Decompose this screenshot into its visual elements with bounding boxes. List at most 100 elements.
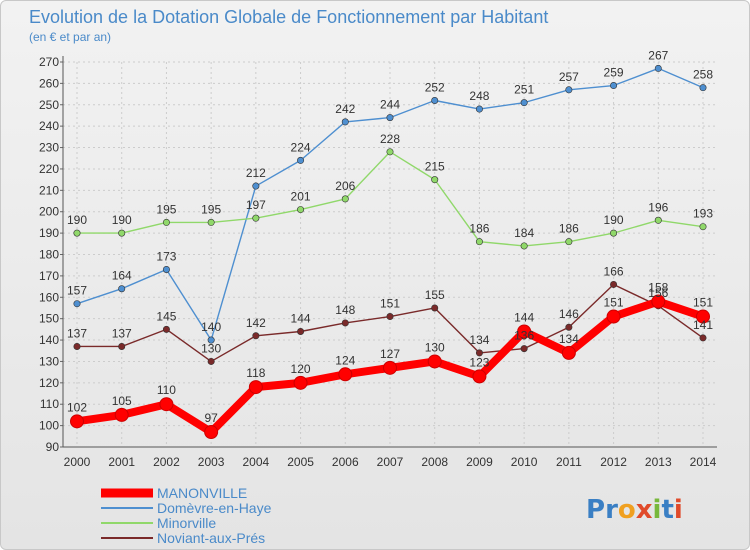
- data-label: 151: [380, 297, 400, 311]
- data-point: [475, 349, 483, 357]
- x-tick-label: 2008: [421, 455, 448, 469]
- data-point: [252, 214, 260, 222]
- y-tick-label: 270: [39, 55, 59, 69]
- data-label: 137: [112, 326, 132, 340]
- data-label: 146: [559, 307, 579, 321]
- data-point: [118, 342, 126, 350]
- data-point: [561, 345, 576, 360]
- data-point: [565, 86, 573, 94]
- data-label: 151: [604, 296, 624, 310]
- data-label: 155: [425, 288, 445, 302]
- x-tick-label: 2014: [690, 455, 717, 469]
- data-point: [73, 300, 81, 308]
- data-point: [297, 156, 305, 164]
- data-point: [431, 304, 439, 312]
- x-tick-label: 2012: [600, 455, 627, 469]
- x-tick-label: 2005: [287, 455, 314, 469]
- data-label: 251: [514, 83, 534, 97]
- x-tick-label: 2001: [108, 455, 135, 469]
- data-label: 151: [693, 296, 713, 310]
- data-point: [699, 334, 707, 342]
- data-point: [520, 242, 528, 250]
- y-tick-label: 90: [46, 440, 60, 454]
- data-point: [70, 414, 84, 429]
- data-point: [517, 324, 532, 339]
- data-point: [427, 354, 442, 369]
- data-label: 197: [246, 198, 266, 212]
- data-point: [565, 238, 573, 246]
- data-label: 123: [469, 355, 489, 369]
- data-label: 148: [335, 303, 355, 317]
- data-point: [118, 285, 126, 293]
- data-label: 110: [157, 383, 176, 397]
- y-tick-label: 210: [39, 183, 59, 197]
- y-tick-label: 200: [39, 205, 59, 219]
- proxiti-logo: Proxiti: [586, 495, 683, 525]
- data-label: 267: [648, 48, 668, 62]
- y-tick-label: 140: [39, 333, 59, 347]
- data-point: [159, 397, 174, 412]
- data-point: [252, 332, 260, 340]
- x-tick-label: 2004: [243, 455, 270, 469]
- data-point: [297, 327, 305, 335]
- data-label: 141: [693, 318, 713, 332]
- x-tick-label: 2006: [332, 455, 359, 469]
- data-label: 228: [380, 132, 400, 146]
- data-label: 186: [559, 222, 579, 236]
- data-label: 102: [67, 400, 87, 414]
- y-tick-label: 220: [39, 162, 59, 176]
- x-tick-label: 2000: [64, 455, 91, 469]
- data-point: [610, 82, 618, 90]
- y-tick-label: 100: [39, 419, 59, 433]
- data-label: 190: [67, 213, 87, 227]
- x-tick-label: 2013: [645, 455, 672, 469]
- data-label: 134: [559, 332, 579, 346]
- y-tick-label: 110: [40, 397, 59, 411]
- data-label: 190: [604, 213, 624, 227]
- data-point: [293, 375, 308, 390]
- data-label: 184: [514, 226, 534, 240]
- legend-label: Noviant-aux-Prés: [157, 530, 265, 546]
- data-point: [520, 99, 528, 107]
- data-label: 120: [291, 362, 311, 376]
- data-label: 258: [693, 68, 713, 82]
- data-point: [297, 206, 305, 214]
- data-point: [475, 105, 483, 113]
- chart-title: Evolution de la Dotation Globale de Fonc…: [29, 7, 548, 27]
- legend-label: MANONVILLE: [157, 485, 247, 501]
- data-point: [207, 336, 215, 344]
- data-point: [431, 97, 439, 105]
- data-label: 124: [335, 353, 355, 367]
- y-tick-label: 130: [39, 354, 59, 368]
- axis-layer: 9010011012013014015016017018019020021022…: [39, 55, 717, 469]
- data-point: [341, 195, 349, 203]
- data-point: [699, 84, 707, 92]
- data-label: 144: [291, 312, 311, 326]
- data-label: 137: [67, 326, 87, 340]
- data-point: [162, 265, 170, 273]
- data-point: [207, 357, 215, 365]
- data-point: [654, 64, 662, 72]
- data-label: 156: [648, 286, 668, 300]
- data-label: 134: [469, 333, 489, 347]
- data-point: [341, 319, 349, 327]
- data-label: 224: [291, 140, 311, 154]
- data-label: 259: [604, 66, 624, 80]
- y-tick-label: 260: [39, 76, 59, 90]
- data-label: 193: [693, 207, 713, 221]
- x-tick-label: 2007: [377, 455, 404, 469]
- y-tick-label: 250: [39, 98, 59, 112]
- data-point: [248, 380, 263, 395]
- x-tick-label: 2009: [466, 455, 493, 469]
- data-point: [472, 369, 487, 384]
- data-label: 173: [156, 249, 176, 263]
- data-label: 130: [425, 340, 445, 354]
- data-label: 97: [204, 411, 218, 425]
- data-label: 244: [380, 98, 400, 112]
- logo-letter: o: [618, 495, 636, 525]
- data-label: 158: [648, 281, 668, 295]
- y-tick-label: 180: [39, 248, 59, 262]
- legend-label: Domèvre-en-Haye: [157, 500, 272, 516]
- data-label: 212: [246, 166, 266, 180]
